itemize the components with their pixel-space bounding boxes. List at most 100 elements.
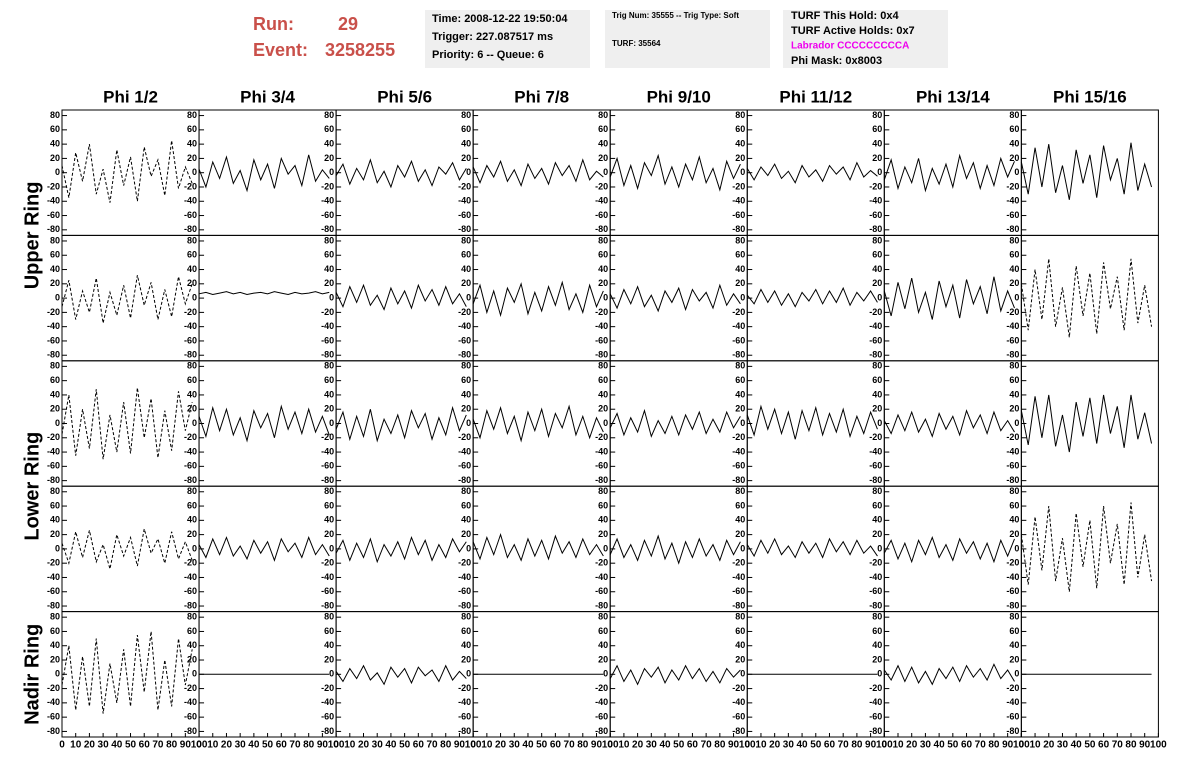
info-text: Labrador CCCCCCCCCA	[791, 41, 909, 52]
panel-frame	[198, 360, 337, 487]
y-tick-label: -80	[458, 350, 471, 360]
y-tick-label: 0	[877, 167, 882, 177]
panel-frame	[1020, 360, 1159, 487]
y-tick-label: 60	[735, 250, 745, 260]
y-tick-label: 20	[187, 529, 197, 539]
y-tick-label: -20	[1006, 307, 1019, 317]
waveform	[609, 408, 741, 438]
panel-frame	[746, 360, 885, 487]
y-tick-label: 80	[1009, 235, 1019, 245]
y-tick-label: 20	[50, 654, 60, 664]
y-tick-label: 80	[872, 486, 882, 496]
panel-frame	[883, 611, 1022, 738]
x-tick-label: 90	[1002, 740, 1014, 751]
y-tick-label: 0	[740, 543, 745, 553]
y-tick-label: 0	[329, 418, 334, 428]
y-tick-label: 60	[598, 250, 608, 260]
panel-frame	[335, 611, 474, 738]
panel-frame	[335, 234, 474, 362]
y-tick-label: 20	[598, 153, 608, 163]
y-tick-label: 60	[461, 626, 471, 636]
y-tick-label: 80	[1009, 110, 1019, 120]
x-tick-label: 10	[207, 740, 219, 751]
panel-frame	[609, 234, 748, 362]
waveform	[1020, 394, 1153, 453]
x-tick-label: 80	[1125, 740, 1137, 751]
y-tick-label: -20	[1006, 683, 1019, 693]
panel-frame	[472, 360, 611, 487]
y-tick-label: -40	[47, 196, 60, 206]
y-tick-label: 20	[324, 529, 334, 539]
x-tick-label: 20	[495, 740, 507, 751]
y-tick-label: -60	[184, 210, 197, 220]
x-tick-label: 70	[1112, 740, 1124, 751]
x-tick-label: 0	[470, 740, 476, 751]
y-tick-label: 0	[603, 418, 608, 428]
waveform	[472, 532, 604, 562]
panel-frame	[746, 485, 885, 613]
y-tick-label: -80	[458, 726, 471, 736]
y-tick-label: 40	[187, 389, 197, 399]
y-tick-label: 80	[324, 486, 334, 496]
x-tick-label: 50	[399, 740, 411, 751]
panel-frame	[1020, 109, 1159, 236]
y-tick-label: 0	[466, 418, 471, 428]
column-header: Phi 1/2	[103, 87, 158, 106]
panel-frame	[335, 109, 474, 236]
y-tick-label: -60	[184, 712, 197, 722]
y-tick-label: -40	[732, 446, 745, 456]
y-tick-label: 40	[735, 389, 745, 399]
x-tick-label: 100	[1150, 740, 1167, 751]
y-tick-label: 80	[50, 110, 60, 120]
y-tick-label: 0	[192, 167, 197, 177]
y-tick-label: 80	[187, 486, 197, 496]
y-tick-label: 0	[603, 167, 608, 177]
y-tick-label: -80	[321, 350, 334, 360]
x-tick-label: 100	[1013, 740, 1030, 751]
x-tick-label: 50	[536, 740, 548, 751]
y-tick-label: 20	[461, 278, 471, 288]
y-tick-label: -80	[184, 224, 197, 234]
y-tick-label: -40	[732, 697, 745, 707]
y-tick-label: 80	[1009, 612, 1019, 622]
y-tick-label: -20	[595, 683, 608, 693]
panel-frame	[883, 360, 1022, 487]
y-tick-label: 20	[324, 654, 334, 664]
y-tick-label: 20	[324, 404, 334, 414]
y-tick-label: -20	[595, 558, 608, 568]
y-tick-label: -60	[47, 210, 60, 220]
y-tick-label: -60	[732, 461, 745, 471]
y-tick-label: 80	[187, 612, 197, 622]
y-tick-label: 0	[603, 543, 608, 553]
y-tick-label: -40	[1006, 321, 1019, 331]
y-tick-label: 80	[187, 110, 197, 120]
panel-frame	[198, 234, 337, 362]
y-tick-label: -60	[732, 712, 745, 722]
y-tick-label: 0	[740, 669, 745, 679]
x-tick-label: 0	[59, 740, 65, 751]
x-tick-label: 70	[838, 740, 850, 751]
y-tick-label: 20	[735, 529, 745, 539]
y-tick-label: 40	[461, 389, 471, 399]
y-tick-label: 80	[324, 361, 334, 371]
y-tick-label: 0	[877, 292, 882, 302]
y-tick-label: -80	[321, 726, 334, 736]
x-tick-label: 90	[1139, 740, 1151, 751]
y-tick-label: 0	[603, 669, 608, 679]
waveform	[883, 536, 1015, 564]
y-tick-label: 60	[735, 375, 745, 385]
y-tick-label: 60	[598, 500, 608, 510]
y-tick-label: 20	[872, 404, 882, 414]
y-tick-label: -20	[732, 181, 745, 191]
y-tick-label: 80	[324, 235, 334, 245]
y-tick-label: 0	[466, 292, 471, 302]
y-tick-label: 0	[192, 418, 197, 428]
column-header: Phi 5/6	[377, 87, 432, 106]
info-text: Trigger: 227.087517 ms	[432, 31, 553, 43]
x-tick-label: 60	[824, 740, 836, 751]
waveform	[746, 161, 878, 184]
y-tick-label: -80	[184, 726, 197, 736]
y-tick-label: -80	[458, 475, 471, 485]
y-tick-label: 60	[50, 124, 60, 134]
y-tick-label: 0	[740, 167, 745, 177]
